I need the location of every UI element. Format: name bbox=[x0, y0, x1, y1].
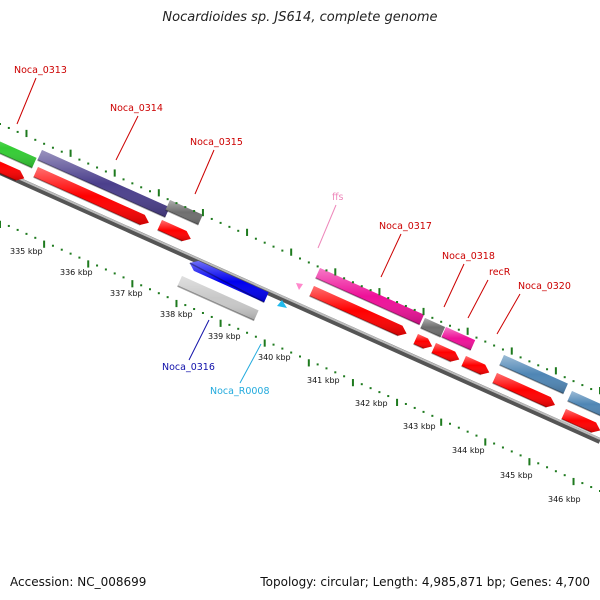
gene-label-ffs[interactable]: ffs bbox=[332, 192, 344, 203]
gene-noca-0318[interactable] bbox=[420, 318, 446, 338]
gene-label-noca-0315[interactable]: Noca_0315 bbox=[190, 137, 243, 148]
gene-noca-0315[interactable] bbox=[165, 200, 203, 226]
gene-label-noca-0318[interactable]: Noca_0318 bbox=[442, 251, 495, 262]
scale-ticks bbox=[0, 123, 600, 492]
scale-label-346: 346 kbp bbox=[548, 495, 581, 504]
scale-label-335: 335 kbp bbox=[10, 247, 43, 256]
scale-label-340: 340 kbp bbox=[258, 353, 291, 362]
leader-noca-0320 bbox=[496, 293, 521, 335]
gene-label-noca-r0008[interactable]: Noca_R0008 bbox=[210, 386, 270, 397]
topology-text: Topology: circular; Length: 4,985,871 bp… bbox=[260, 575, 590, 589]
scale-label-339: 339 kbp bbox=[208, 332, 241, 341]
gene-noca-0320[interactable] bbox=[499, 355, 568, 395]
cds-noca-0321[interactable] bbox=[561, 409, 600, 434]
leader-ffs bbox=[317, 204, 337, 249]
cds-noca-0315[interactable] bbox=[157, 220, 191, 242]
leader-recr bbox=[467, 279, 489, 319]
gene-label-recr[interactable]: recR bbox=[489, 267, 511, 278]
scale-label-344: 344 kbp bbox=[452, 446, 485, 455]
gene-label-noca-0313[interactable]: Noca_0313 bbox=[14, 65, 67, 76]
gene-recr[interactable] bbox=[441, 327, 476, 351]
cds-noca-0317[interactable] bbox=[309, 286, 407, 337]
accession-text: Accession: NC_008699 bbox=[10, 575, 147, 589]
leader-noca-r0008 bbox=[239, 343, 262, 384]
backbone-line bbox=[0, 169, 600, 444]
gene-noca-0313[interactable] bbox=[0, 128, 37, 169]
gene-label-noca-0314[interactable]: Noca_0314 bbox=[110, 103, 163, 114]
gene-noca-0317[interactable] bbox=[315, 268, 424, 326]
cds-recr-2[interactable] bbox=[461, 356, 490, 376]
cds-noca-0320[interactable] bbox=[492, 373, 555, 408]
leader-noca-0317 bbox=[380, 233, 402, 278]
gene-label-noca-0316[interactable]: Noca_0316 bbox=[162, 362, 215, 373]
scale-label-338: 338 kbp bbox=[160, 310, 193, 319]
scale-label-343: 343 kbp bbox=[403, 422, 436, 431]
leader-noca-0315 bbox=[194, 149, 215, 195]
gene-noca-0316[interactable] bbox=[189, 260, 269, 304]
scale-label-341: 341 kbp bbox=[307, 376, 340, 385]
scale-label-336: 336 kbp bbox=[60, 268, 93, 277]
leader-noca-0318 bbox=[443, 263, 465, 308]
scale-label-337: 337 kbp bbox=[110, 289, 143, 298]
scale-labels: 335 kbp 336 kbp 337 kbp 338 kbp 339 kbp … bbox=[10, 247, 581, 504]
gene-labels: Noca_0313 Noca_0314 Noca_0315 ffs Noca_0… bbox=[14, 65, 571, 397]
gene-label-noca-0317[interactable]: Noca_0317 bbox=[379, 221, 432, 232]
leader-lines bbox=[16, 77, 521, 384]
leader-noca-0314 bbox=[115, 115, 139, 161]
cds-noca-0316[interactable] bbox=[177, 276, 259, 322]
gene-ffs[interactable] bbox=[296, 283, 303, 290]
cds-recr[interactable] bbox=[431, 343, 460, 363]
scale-label-345: 345 kbp bbox=[500, 471, 533, 480]
cds-noca-0314[interactable] bbox=[33, 167, 149, 226]
map-title: Nocardioides sp. JS614, complete genome bbox=[162, 10, 438, 25]
gene-noca-0321[interactable] bbox=[567, 391, 600, 417]
gene-noca-r0008[interactable] bbox=[277, 300, 287, 308]
leader-noca-0313 bbox=[16, 77, 37, 125]
cds-noca-0313[interactable] bbox=[0, 148, 25, 182]
gene-label-noca-0320[interactable]: Noca_0320 bbox=[518, 281, 571, 292]
scale-label-342: 342 kbp bbox=[355, 399, 388, 408]
gene-features bbox=[0, 128, 600, 434]
cds-noca-0318[interactable] bbox=[413, 334, 433, 350]
gene-noca-0314[interactable] bbox=[37, 150, 170, 218]
leader-noca-0316 bbox=[188, 319, 210, 361]
